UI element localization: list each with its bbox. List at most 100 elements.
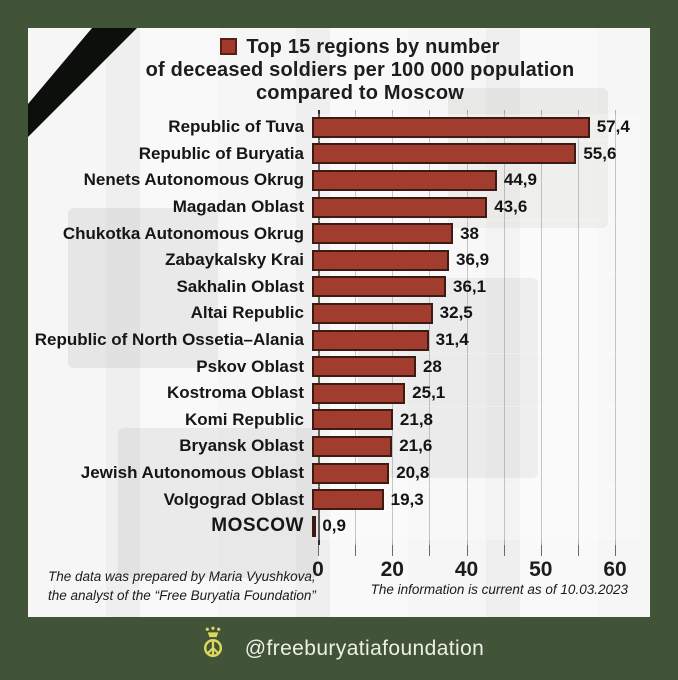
bar	[312, 143, 577, 165]
chart-title: Top 15 regions by number of deceased sol…	[128, 36, 592, 105]
bar-track: 36,1	[312, 273, 639, 301]
value-label: 32,5	[439, 303, 473, 323]
tick-label: 60	[603, 558, 627, 581]
chart-row: Republic of Tuva 57,4	[28, 113, 650, 141]
chart-row: Republic of Buryatia 55,6	[28, 140, 650, 168]
foundation-emblem-icon	[197, 626, 229, 672]
title-line-3: compared to Moscow	[255, 82, 465, 104]
bar	[312, 462, 390, 484]
value-label: 57,4	[596, 117, 630, 137]
bar-track: 32,5	[312, 299, 639, 327]
chart-row: Republic of North Ossetia–Alania 31,4	[28, 326, 650, 354]
value-label: 38	[460, 223, 479, 243]
bar	[312, 409, 393, 431]
bar	[312, 249, 449, 271]
axis-tick	[392, 545, 394, 556]
region-label: Chukotka Autonomous Okrug	[62, 223, 304, 243]
value-label: 36,1	[453, 276, 487, 296]
social-handle: @freeburyatiafoundation	[244, 636, 485, 660]
axis-tick	[429, 545, 431, 556]
bar-track: 19,3	[312, 486, 639, 514]
y-axis-line	[318, 110, 320, 545]
value-label: 20,8	[396, 463, 430, 483]
region-label: Sakhalin Oblast	[176, 276, 304, 296]
region-label: Volgograd Oblast	[163, 489, 304, 509]
currency-note: The information is current as of 10.03.2…	[370, 582, 628, 597]
bar-track: 36,9	[312, 246, 639, 274]
axis-tick	[318, 545, 319, 556]
value-label: 43,6	[494, 197, 528, 217]
value-label: 31,4	[435, 330, 469, 350]
chart-row: Sakhalin Oblast 36,1	[28, 273, 650, 301]
tick-label: 20	[380, 558, 404, 581]
region-label: Zabaykalsky Krai	[165, 250, 304, 270]
bar-track: 55,6	[312, 140, 639, 168]
region-label: Bryansk Oblast	[179, 436, 304, 456]
credit-note: The data was prepared by Maria Vyushkova…	[48, 568, 316, 606]
axis-tick	[466, 545, 468, 556]
value-label: 36,9	[455, 250, 490, 270]
chart-row: Magadan Oblast 43,6	[28, 193, 650, 221]
bar-track: 38	[312, 220, 639, 248]
gridline	[615, 110, 616, 545]
region-label: Altai Republic	[190, 303, 304, 323]
chart-row: Volgograd Oblast 19,3	[28, 486, 650, 514]
chart-row: Chukotka Autonomous Okrug 38	[28, 220, 650, 248]
bar	[312, 276, 447, 298]
axis-tick	[355, 545, 357, 556]
title-line-1: Top 15 regions by number	[128, 36, 592, 59]
chart-row: Altai Republic 32,5	[28, 299, 650, 327]
chart-row: Komi Republic 21,8	[28, 406, 650, 434]
bar-rows: Republic of Tuva 57,4 Republic of Buryatia…	[28, 113, 650, 540]
footer-band: @freeburyatiafoundation	[0, 617, 678, 680]
gridline	[392, 110, 394, 545]
mourning-ribbon-icon	[28, 28, 137, 137]
chart-row: Kostroma Oblast 25,1	[28, 379, 650, 407]
bar-track: 21,8	[312, 406, 639, 434]
bar	[312, 223, 454, 245]
value-label: 0,9	[322, 516, 346, 536]
axis-tick	[503, 545, 505, 556]
bar-track: 43,6	[312, 193, 639, 221]
value-label: 44,9	[503, 170, 537, 190]
gridline	[355, 110, 357, 545]
axis-tick	[577, 545, 579, 556]
legend-square-icon	[220, 38, 238, 55]
chart-canvas: Top 15 regions by number of deceased sol…	[28, 28, 650, 617]
bar-track: 44,9	[312, 166, 639, 194]
chart-row: Pskov Oblast 28	[28, 353, 650, 381]
bar	[312, 382, 406, 404]
gridline	[429, 110, 431, 545]
title-line-2: of deceased soldiers per 100 000 populat…	[145, 59, 575, 81]
region-label: Magadan Oblast	[172, 197, 304, 217]
value-label: 55,6	[583, 143, 617, 163]
axis-tick	[540, 545, 542, 556]
value-label: 25,1	[412, 383, 446, 403]
gridline	[466, 110, 468, 545]
value-label: 19,3	[390, 489, 424, 509]
gridline	[577, 110, 579, 545]
bar	[312, 489, 384, 511]
chart-row: Zabaykalsky Krai 36,9	[28, 246, 650, 274]
chart-row: MOSCOW 0,9	[28, 512, 650, 540]
bar	[312, 515, 316, 537]
bar	[312, 329, 429, 351]
bar-track: 31,4	[312, 326, 639, 354]
bar-track: 20,8	[312, 459, 639, 487]
bar-track: 28	[312, 353, 639, 381]
bar	[312, 356, 416, 378]
region-label: Komi Republic	[184, 409, 304, 429]
value-label: 21,6	[399, 436, 433, 456]
value-label: 28	[422, 356, 442, 376]
bar	[312, 302, 433, 324]
region-label: Republic of Buryatia	[138, 143, 304, 163]
region-label: Jewish Autonomous Oblast	[80, 463, 304, 483]
bar-track: 25,1	[312, 379, 639, 407]
region-label: Nenets Autonomous Okrug	[83, 170, 304, 190]
chart-row: Bryansk Oblast 21,6	[28, 432, 650, 460]
chart-row: Jewish Autonomous Oblast 20,8	[28, 459, 650, 487]
region-label: Republic of North Ossetia–Alania	[34, 330, 304, 350]
bar	[312, 196, 488, 218]
bar	[312, 116, 590, 138]
bar-track: 57,4	[312, 113, 639, 141]
